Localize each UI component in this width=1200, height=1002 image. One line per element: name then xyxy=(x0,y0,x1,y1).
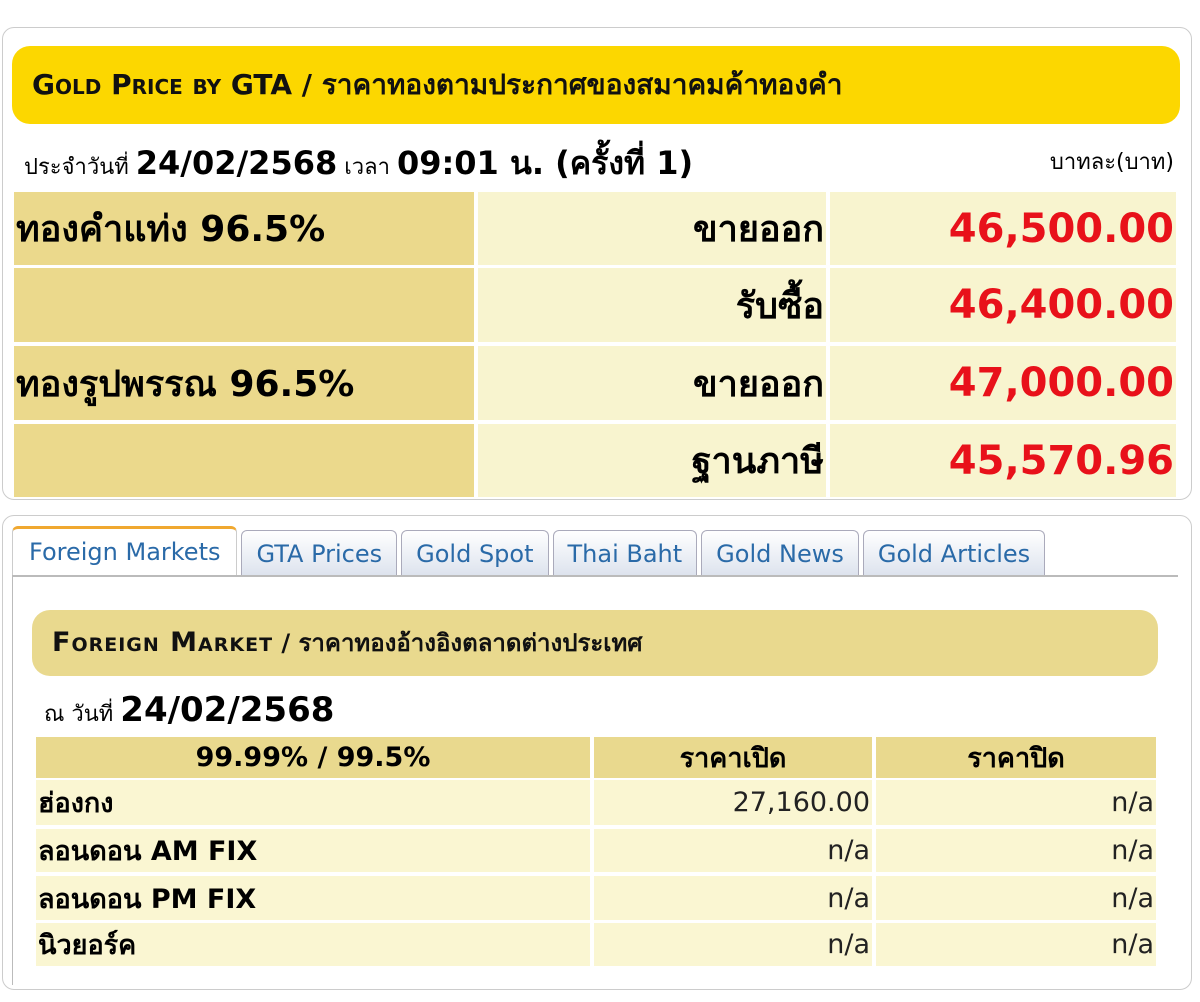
unit-label: บาทละ(บาท) xyxy=(1049,150,1174,175)
price-value: 46,500.00 xyxy=(830,192,1176,265)
date-value: 24/02/2568 xyxy=(120,690,335,730)
market-name: ลอนดอน AM FIX xyxy=(36,829,590,872)
tab-thai-baht[interactable]: Thai Baht xyxy=(552,530,698,575)
date-prefix: ณ วันที่ xyxy=(44,702,121,727)
label-cell-empty xyxy=(14,268,474,342)
date-prefix: ประจำวันที่ xyxy=(24,155,136,180)
open-price: n/a xyxy=(594,923,872,966)
gold-bar-label: ทองคำแท่ง 96.5% xyxy=(14,192,474,265)
header-title-en: Gold Price by GTA xyxy=(32,68,292,101)
tab-gold-spot[interactable]: Gold Spot xyxy=(401,530,549,575)
announcement-date: ประจำวันที่ 24/02/2568 เวลา 09:01 น. (คร… xyxy=(24,140,693,191)
tab-gta-prices[interactable]: GTA Prices xyxy=(241,530,398,575)
open-price: n/a xyxy=(594,876,872,920)
time-value: 09:01 น. (ครั้งที่ 1) xyxy=(396,144,694,182)
close-price: n/a xyxy=(876,780,1156,825)
tab-divider xyxy=(12,575,1178,577)
tab-gold-news[interactable]: Gold News xyxy=(701,530,859,575)
column-header-close: ราคาปิด xyxy=(876,737,1156,778)
foreign-title-en: Foreign Market xyxy=(52,627,274,658)
open-price: 27,160.00 xyxy=(594,780,872,825)
date-value: 24/02/2568 xyxy=(135,144,338,182)
header-title-th: / ราคาทองตามประกาศของสมาคมค้าทองคำ xyxy=(292,68,843,101)
gold-ornament-label: ทองรูปพรรณ 96.5% xyxy=(14,346,474,420)
price-type: ขายออก xyxy=(478,346,826,420)
price-value: 45,570.96 xyxy=(830,424,1176,497)
tab-bar: Foreign Markets GTA Prices Gold Spot Tha… xyxy=(12,526,1046,575)
market-name: นิวยอร์ค xyxy=(36,923,590,966)
column-header-open: ราคาเปิด xyxy=(594,737,872,778)
market-name: ฮ่องกง xyxy=(36,780,590,825)
close-price: n/a xyxy=(876,923,1156,966)
time-prefix: เวลา xyxy=(337,155,397,180)
open-price: n/a xyxy=(594,829,872,872)
tab-content xyxy=(12,577,1179,985)
market-name: ลอนดอน PM FIX xyxy=(36,876,590,920)
label-cell-empty xyxy=(14,424,474,497)
price-value: 47,000.00 xyxy=(830,346,1176,420)
column-header-purity: 99.99% / 99.5% xyxy=(36,737,590,778)
price-type: ฐานภาษี xyxy=(478,424,826,497)
tab-foreign-markets[interactable]: Foreign Markets xyxy=(12,526,238,575)
price-type: รับซื้อ xyxy=(478,268,826,342)
price-value: 46,400.00 xyxy=(830,268,1176,342)
foreign-market-header: Foreign Market / ราคาทองอ้างอิงตลาดต่างป… xyxy=(32,610,1158,676)
close-price: n/a xyxy=(876,876,1156,920)
gta-header: Gold Price by GTA / ราคาทองตามประกาศของส… xyxy=(12,46,1180,124)
close-price: n/a xyxy=(876,829,1156,872)
foreign-title-th: / ราคาทองอ้างอิงตลาดต่างประเทศ xyxy=(273,629,643,657)
foreign-date: ณ วันที่ 24/02/2568 xyxy=(44,688,334,737)
price-type: ขายออก xyxy=(478,192,826,265)
tab-gold-articles[interactable]: Gold Articles xyxy=(862,530,1046,575)
